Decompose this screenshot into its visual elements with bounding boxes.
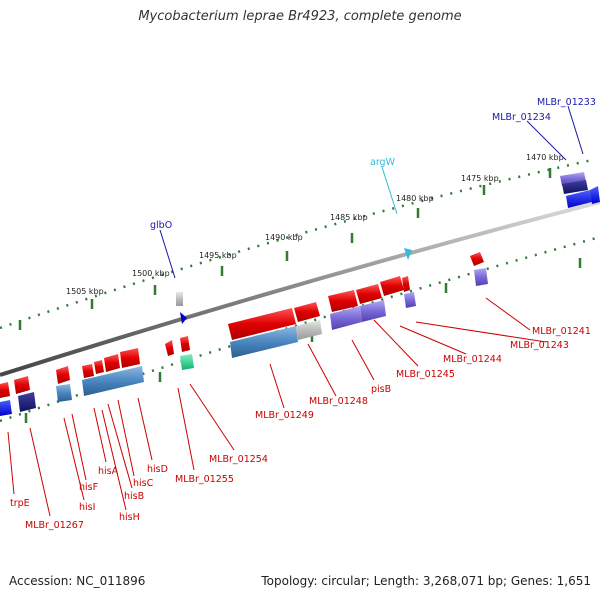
scale-label-1480: 1480 kbp	[396, 194, 434, 203]
cds-mlbr-01241-purple[interactable]	[474, 268, 488, 286]
cds-glbo-gray[interactable]	[176, 292, 183, 306]
reverse-cds-row[interactable]	[0, 292, 416, 416]
label-mlbr-01244[interactable]: MLBr_01244	[443, 354, 502, 365]
label-hisa[interactable]: hisA	[98, 466, 119, 477]
scale-label-1485: 1485 kbp	[330, 213, 368, 222]
outer-scale-arc	[0, 158, 593, 330]
label-mlbr-01255[interactable]: MLBr_01255	[175, 474, 234, 485]
label-mlbr-01254[interactable]: MLBr_01254	[209, 454, 268, 465]
scale-label-1500: 1500 kbp	[132, 269, 170, 278]
label-hisf[interactable]: hisF	[79, 482, 98, 493]
feature-cluster-right[interactable]	[560, 172, 600, 208]
top-leader-lines	[159, 105, 584, 279]
label-mlbr-01245[interactable]: MLBr_01245	[396, 369, 455, 380]
scale-label-1470: 1470 kbp	[526, 153, 564, 162]
cds-mlbr-01241-red[interactable]	[470, 252, 484, 266]
bottom-labels: MLBr_01241 MLBr_01243 MLBr_01244 MLBr_01…	[10, 326, 591, 531]
scale-label-1490: 1490 kbp	[265, 233, 303, 242]
label-mlbr-01248[interactable]: MLBr_01248	[309, 396, 368, 407]
genome-backbone	[0, 200, 600, 377]
label-mlbr-01241[interactable]: MLBr_01241	[532, 326, 591, 337]
genome-summary-text: Topology: circular; Length: 3,268,071 bp…	[261, 574, 591, 588]
label-hish[interactable]: hisH	[119, 512, 140, 523]
label-mlbr-01249[interactable]: MLBr_01249	[255, 410, 314, 421]
scale-label-1495: 1495 kbp	[199, 251, 237, 260]
label-trpe[interactable]: trpE	[10, 498, 30, 509]
label-mlbr-01234[interactable]: MLBr_01234	[492, 112, 551, 123]
bottom-leader-lines	[7, 297, 547, 517]
trna-argw[interactable]	[404, 248, 412, 260]
label-hisc[interactable]: hisC	[133, 478, 154, 489]
cds-mlbr-01233-blue[interactable]	[566, 190, 592, 208]
label-hisb[interactable]: hisB	[124, 491, 144, 502]
label-mlbr-01267[interactable]: MLBr_01267	[25, 520, 84, 531]
map-title: Mycobacterium leprae Br4923, complete ge…	[138, 9, 462, 24]
label-pisb[interactable]: pisB	[371, 384, 391, 395]
scale-label-1505: 1505 kbp	[66, 287, 104, 296]
label-hisi[interactable]: hisI	[79, 502, 95, 513]
label-glbo[interactable]: glbO	[150, 220, 172, 231]
accession-text: Accession: NC_011896	[9, 574, 146, 588]
scale-label-1475: 1475 kbp	[461, 174, 499, 183]
label-argw[interactable]: argW	[370, 157, 396, 168]
forward-cds-row[interactable]	[0, 276, 410, 398]
label-hisd[interactable]: hisD	[147, 464, 168, 475]
label-mlbr-01233[interactable]: MLBr_01233	[537, 97, 596, 108]
cds-glbo[interactable]	[180, 312, 187, 324]
cds-blue-arrow-right[interactable]	[590, 186, 600, 204]
label-mlbr-01243[interactable]: MLBr_01243	[510, 340, 569, 351]
cds-mlbr-01234[interactable]	[562, 180, 588, 194]
